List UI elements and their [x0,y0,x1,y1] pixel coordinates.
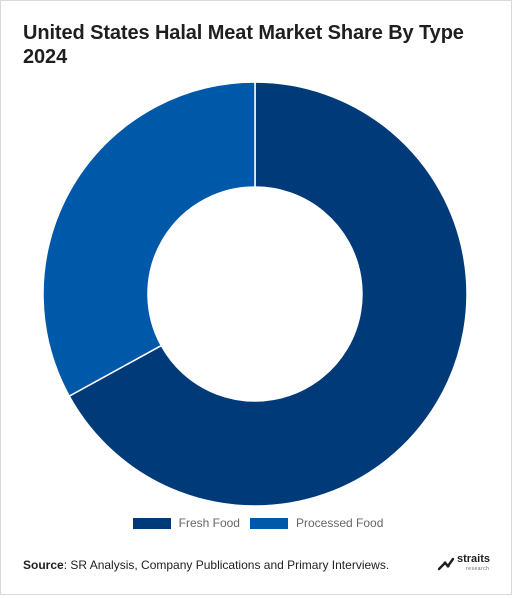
chart-legend: Fresh Food Processed Food [1,516,514,530]
legend-item-fresh-food: Fresh Food [132,516,240,530]
donut-slice-processed-food [42,81,256,398]
logo-subtext: research [466,566,490,572]
source-text: : SR Analysis, Company Publications and … [63,558,390,572]
legend-item-processed-food: Processed Food [249,516,384,530]
logo-wordmark: straits [457,553,491,565]
legend-label-fresh-food: Fresh Food [178,516,240,530]
chart-title: United States Halal Meat Market Share By… [23,22,464,68]
source-label: Source [23,558,64,572]
source-note: Source: SR Analysis, Company Publication… [23,558,389,572]
straits-logo-icon [437,557,455,571]
donut-slice-fresh-food [68,81,468,507]
straits-research-logo: straits research [437,552,507,578]
legend-swatch-fresh-food [132,517,171,529]
legend-label-processed-food: Processed Food [295,516,384,530]
legend-swatch-processed-food [249,517,288,529]
